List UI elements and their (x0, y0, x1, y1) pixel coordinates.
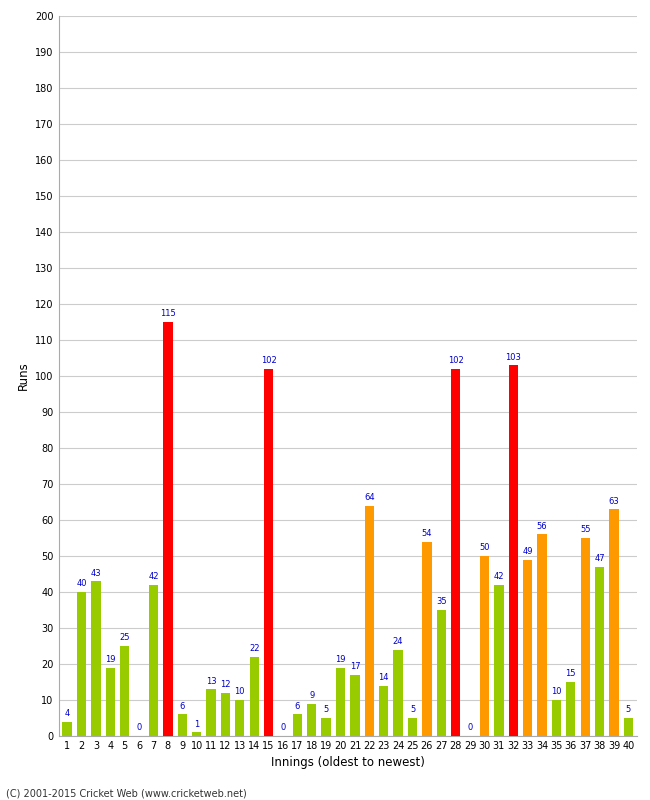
Text: 13: 13 (206, 677, 216, 686)
Text: 43: 43 (90, 569, 101, 578)
Bar (451, 369, 460, 736)
Text: 54: 54 (422, 529, 432, 538)
Text: 24: 24 (393, 637, 404, 646)
Bar (322, 718, 331, 736)
Text: 40: 40 (76, 579, 86, 589)
Text: 42: 42 (493, 572, 504, 581)
Text: 17: 17 (350, 662, 360, 671)
Bar (292, 714, 302, 736)
Text: 9: 9 (309, 691, 315, 700)
Bar (379, 686, 389, 736)
Text: 14: 14 (378, 673, 389, 682)
Bar (437, 610, 446, 736)
Text: 10: 10 (235, 687, 245, 696)
Bar (538, 534, 547, 736)
Bar (523, 560, 532, 736)
Bar (365, 506, 374, 736)
Text: 5: 5 (626, 706, 631, 714)
Text: 35: 35 (436, 598, 447, 606)
Text: 19: 19 (335, 655, 346, 664)
Text: 102: 102 (448, 356, 463, 365)
Bar (422, 542, 432, 736)
Bar (580, 538, 590, 736)
Bar (120, 646, 129, 736)
Bar (163, 322, 172, 736)
Text: 1: 1 (194, 720, 200, 729)
Bar (609, 510, 619, 736)
Bar (336, 667, 345, 736)
Text: 5: 5 (410, 706, 415, 714)
Text: 4: 4 (64, 709, 70, 718)
Bar (62, 722, 72, 736)
Text: 50: 50 (479, 543, 489, 553)
Bar (106, 667, 115, 736)
Text: 10: 10 (551, 687, 562, 696)
Bar (566, 682, 575, 736)
Text: 49: 49 (523, 547, 533, 556)
Bar (552, 700, 561, 736)
Bar (177, 714, 187, 736)
Text: 6: 6 (294, 702, 300, 711)
Text: 19: 19 (105, 655, 116, 664)
Bar (350, 675, 359, 736)
Bar (307, 704, 317, 736)
Bar (595, 566, 604, 736)
Bar (408, 718, 417, 736)
Bar (494, 585, 504, 736)
Text: 47: 47 (594, 554, 605, 563)
Bar (192, 733, 202, 736)
Text: 102: 102 (261, 356, 276, 365)
Bar (250, 657, 259, 736)
Text: 22: 22 (249, 644, 259, 653)
Text: 6: 6 (179, 702, 185, 711)
Text: 12: 12 (220, 680, 231, 690)
Bar (508, 365, 518, 736)
Bar (221, 693, 230, 736)
Text: 115: 115 (160, 310, 176, 318)
Y-axis label: Runs: Runs (17, 362, 30, 390)
Text: (C) 2001-2015 Cricket Web (www.cricketweb.net): (C) 2001-2015 Cricket Web (www.cricketwe… (6, 788, 247, 798)
Text: 55: 55 (580, 526, 590, 534)
Text: 25: 25 (120, 634, 130, 642)
Bar (77, 592, 86, 736)
Text: 63: 63 (608, 497, 619, 506)
Bar (480, 556, 489, 736)
Text: 42: 42 (148, 572, 159, 581)
Bar (91, 581, 101, 736)
Bar (235, 700, 244, 736)
Text: 0: 0 (467, 723, 473, 733)
Text: 0: 0 (136, 723, 142, 733)
Text: 15: 15 (566, 670, 576, 678)
Bar (206, 690, 216, 736)
Text: 0: 0 (280, 723, 285, 733)
Text: 56: 56 (537, 522, 547, 531)
Bar (264, 369, 273, 736)
Text: 64: 64 (364, 493, 374, 502)
Bar (393, 650, 403, 736)
Text: 5: 5 (324, 706, 329, 714)
Bar (624, 718, 633, 736)
X-axis label: Innings (oldest to newest): Innings (oldest to newest) (271, 757, 424, 770)
Text: 103: 103 (505, 353, 521, 362)
Bar (149, 585, 158, 736)
